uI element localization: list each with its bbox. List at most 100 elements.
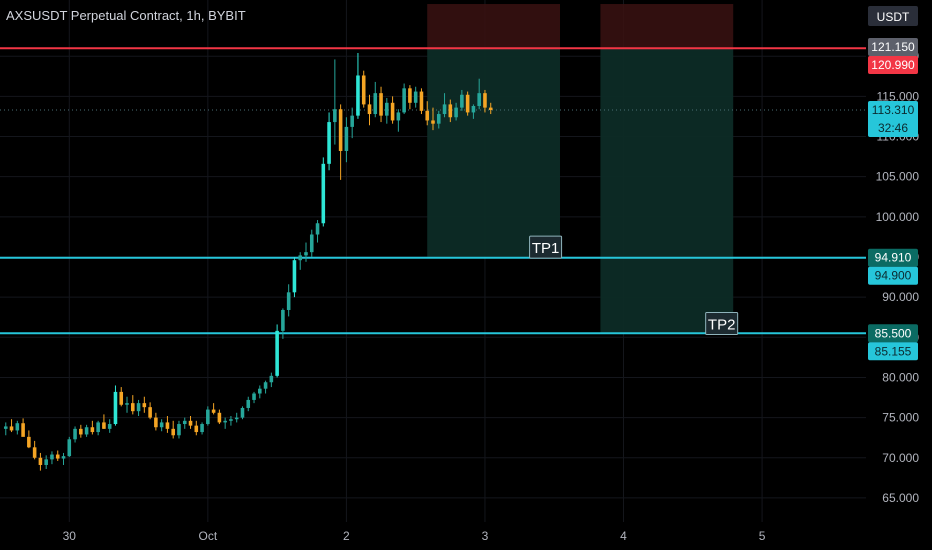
candle-body — [390, 102, 395, 121]
candle-body — [258, 388, 262, 394]
y-tick-label: 70.000 — [882, 451, 919, 465]
x-tick-label: 3 — [482, 529, 489, 543]
countdown-timer: 32:46 — [878, 121, 908, 135]
candle-body — [431, 120, 435, 124]
candle-body — [419, 91, 424, 111]
candle-body — [44, 459, 48, 465]
y-tick-label: 100.000 — [876, 210, 920, 224]
candle-body — [107, 424, 112, 429]
tp-labels: TP1 TP2 — [529, 235, 739, 335]
candle-body — [67, 439, 72, 457]
price-tag — [868, 55, 918, 74]
candle-body — [73, 428, 77, 440]
candle-body — [148, 407, 152, 418]
y-tick-label: 105.000 — [876, 170, 920, 184]
candle-body — [292, 260, 297, 293]
candle-body — [240, 407, 245, 418]
candle-body — [177, 424, 181, 436]
price-tag-value: 120.990 — [871, 58, 915, 72]
tp-label-box — [529, 235, 563, 259]
candle-body — [361, 75, 366, 105]
candle-body — [96, 422, 100, 433]
chart-title: AXSUSDT Perpetual Contract, 1h, BYBIT — [6, 8, 246, 23]
candle-body — [321, 163, 326, 224]
candlestick-series — [3, 53, 493, 471]
candle-body — [142, 403, 147, 408]
candle-body — [304, 252, 308, 256]
price-tag-value: 121.150 — [871, 40, 915, 54]
candle-body — [309, 234, 314, 253]
candle-body — [298, 255, 303, 261]
y-tick-label: 80.000 — [882, 370, 919, 384]
candle-body — [425, 110, 430, 121]
candle-body — [32, 447, 37, 458]
x-tick-label: 5 — [759, 529, 766, 543]
tp-label-box — [705, 311, 739, 335]
y-tick-label: 90.000 — [882, 290, 919, 304]
time-axis[interactable]: 30 Oct 2 3 4 5 — [63, 529, 766, 543]
candle-body — [488, 107, 493, 111]
candle-body — [119, 391, 124, 405]
x-tick-label: 4 — [620, 529, 627, 543]
candle-body — [442, 104, 447, 115]
candle-body — [27, 436, 31, 448]
candle-body — [263, 382, 268, 389]
y-tick-label: 115.000 — [877, 89, 920, 103]
candle-body — [436, 114, 441, 124]
candle-body — [460, 94, 464, 108]
candle-body — [38, 457, 43, 465]
candle-body — [367, 104, 372, 115]
tp-label-text: TP2 — [708, 316, 736, 333]
candle-body — [408, 88, 412, 103]
candle-body — [234, 417, 239, 420]
candle-body — [211, 409, 216, 413]
price-tag — [868, 37, 918, 56]
candle-body — [379, 93, 383, 116]
candle-body — [356, 75, 360, 116]
candle-body — [327, 122, 331, 164]
candle-body — [448, 104, 453, 118]
candle-body — [154, 417, 158, 428]
price-tag-value: 85.500 — [875, 326, 912, 340]
price-tag — [868, 266, 918, 285]
candle-body — [61, 456, 66, 459]
price-tag-value: 94.910 — [875, 251, 912, 265]
candle-body — [229, 419, 233, 421]
candle-body — [102, 422, 106, 429]
candle-body — [315, 223, 320, 235]
candle-body — [159, 422, 164, 428]
price-tags: USDT 121.150 120.990 113.310 32:46 94.910 94.9… — [868, 6, 918, 361]
candle-body — [252, 393, 256, 400]
candle-body — [206, 409, 210, 425]
candle-body — [413, 91, 418, 103]
candle-body — [385, 102, 389, 116]
currency-tag — [868, 6, 918, 26]
price-tag — [868, 324, 918, 343]
price-tag-value: 113.310 — [872, 103, 915, 117]
candle-body — [3, 426, 8, 429]
candle-body — [194, 425, 199, 433]
candle-body — [402, 88, 406, 113]
currency-label: USDT — [877, 10, 910, 24]
candle-body — [113, 391, 118, 425]
candle-body — [246, 399, 251, 408]
candle-body — [15, 423, 20, 431]
candle-body — [125, 403, 129, 405]
x-tick-label: 30 — [63, 529, 77, 543]
tp-label-text: TP1 — [532, 240, 560, 257]
candle-body — [281, 309, 285, 331]
x-tick-label: 2 — [343, 529, 350, 543]
candle-body — [182, 420, 187, 425]
candle-body — [333, 109, 337, 123]
candle-body — [477, 93, 481, 107]
position-zones — [427, 4, 734, 334]
price-tag-value: 94.900 — [875, 269, 912, 283]
price-tag-value: 85.155 — [875, 344, 912, 358]
candle-body — [344, 126, 349, 151]
candle-body — [9, 426, 14, 431]
candle-body — [90, 427, 95, 433]
candle-body — [217, 412, 222, 423]
candle-body — [21, 423, 25, 437]
candle-body — [171, 428, 175, 436]
